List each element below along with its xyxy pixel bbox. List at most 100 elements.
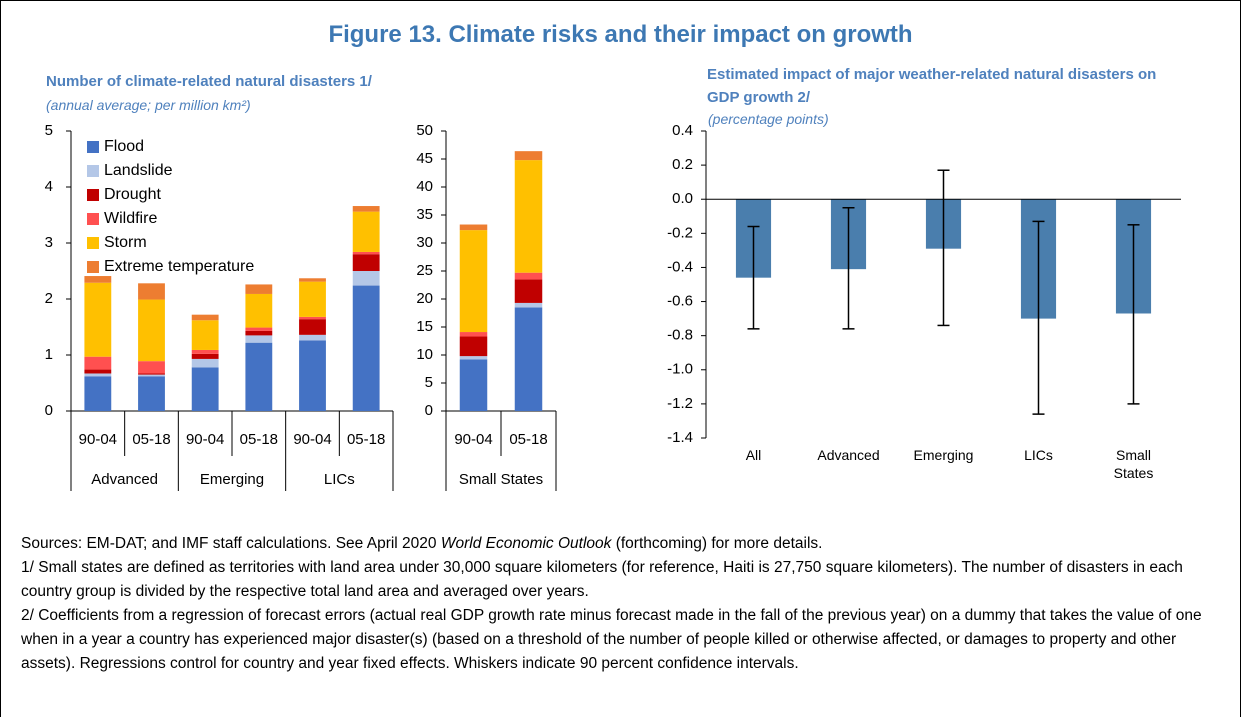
legend-label: Storm [104,234,147,251]
y-tick-label: 0 [45,402,53,419]
bar-segment [459,336,488,357]
x-tick-label: LICs [1024,447,1053,463]
y-tick-label: 0.4 [672,122,693,139]
y-tick-label: -1.0 [667,361,693,378]
y-tick-label: -0.8 [667,327,693,344]
legend-label: Flood [104,138,144,155]
chart-title: Estimated impact of major weather-relate… [707,66,1157,106]
bar-segment [84,276,112,283]
y-tick-label: 45 [416,150,433,167]
legend-label: Landslide [104,162,173,179]
bar-segment [459,359,488,411]
y-tick-label: 4 [45,178,53,195]
bar-segment [245,330,273,336]
bar-segment [84,356,112,370]
legend-label: Wildfire [104,210,157,227]
y-tick-label: 0.2 [672,156,693,173]
y-tick-label: -1.2 [667,395,693,412]
y-tick-label: 1 [45,346,53,363]
y-tick-label: -0.2 [667,224,693,241]
bar-segment [514,302,543,308]
bar-segment [514,151,543,161]
x-tick-label: 05-18 [509,431,547,448]
bar-segment [514,272,543,280]
bar-segment [459,356,488,360]
y-tick-label: 35 [416,206,433,223]
bar-segment [514,279,543,303]
y-tick-label: 40 [416,178,433,195]
legend-swatch [87,141,99,153]
y-tick-label: 15 [416,318,433,335]
bar-segment [138,299,165,362]
bar-segment [191,353,219,359]
legend-swatch [87,261,99,273]
x-tick-label: 90-04 [454,431,492,448]
sources-text: (forthcoming) for more details. [611,535,823,552]
sources-text: Sources: EM-DAT; and IMF staff calculati… [21,535,441,552]
y-tick-label: 5 [425,374,433,391]
bar-segment [299,334,326,341]
footnote: 1/ Small states are defined as territori… [21,559,1183,600]
sources: Sources: EM-DAT; and IMF staff calculati… [21,532,1226,556]
bar-segment [352,285,380,411]
bar-segment [245,335,273,343]
bar-segment [245,327,273,331]
bar-segment [191,358,219,368]
legend-swatch [87,237,99,249]
y-tick-label: 50 [416,122,433,139]
group-label: Emerging [200,471,264,488]
bar-segment [84,373,112,377]
x-tick-label: 90-04 [293,431,331,448]
y-tick-label: 0.0 [672,190,693,207]
y-tick-label: 20 [416,290,433,307]
bar-segment [138,283,165,300]
bar-segment [352,211,380,252]
y-tick-label: 5 [45,122,53,139]
bar-segment [459,332,488,337]
bar-segment [191,349,219,354]
legend-label: Drought [104,186,161,203]
sources-text: World Economic Outlook [440,535,612,552]
figure-title: Figure 13. Climate risks and their impac… [328,21,913,48]
bar-segment [299,319,326,335]
chart-subtitle: (annual average; per million km²) [46,97,251,113]
bar-segment [299,340,326,411]
bar-segment [245,284,273,294]
bar-segment [245,342,273,411]
chart-subtitle: (percentage points) [708,111,829,127]
bar-segment [352,251,380,255]
bar-segment [352,254,380,271]
x-tick-label: Small States [1113,447,1154,481]
x-tick-label: 05-18 [347,431,385,448]
chart-title: Number of climate-related natural disast… [46,73,372,90]
bar-segment [299,316,326,320]
x-tick-label: 90-04 [186,431,224,448]
footnote: 2/ Coefficients from a regression of for… [21,607,1202,672]
y-tick-label: -1.4 [667,429,693,446]
bar-segment [138,376,165,411]
bar-segment [352,271,380,286]
bar-segment [245,293,273,328]
bar-segment [84,369,112,374]
y-tick-label: 3 [45,234,53,251]
legend-swatch [87,213,99,225]
bar-segment [299,281,326,317]
bar-segment [191,320,219,350]
bar-segment [191,367,219,411]
y-tick-label: 30 [416,234,433,251]
notes: Sources: EM-DAT; and IMF staff calculati… [21,532,1226,676]
bar-segment [138,361,165,374]
group-label: Small States [459,471,543,488]
legend-label: Extreme temperature [104,258,254,275]
legend-swatch [87,165,99,177]
bar-segment [352,206,380,212]
y-tick-label: 0 [425,402,433,419]
bar-segment [138,374,165,377]
y-tick-label: 10 [416,346,433,363]
y-tick-label: 2 [45,290,53,307]
y-tick-label: -0.6 [667,293,693,310]
y-tick-label: -0.4 [667,258,693,275]
bar-segment [514,307,543,411]
